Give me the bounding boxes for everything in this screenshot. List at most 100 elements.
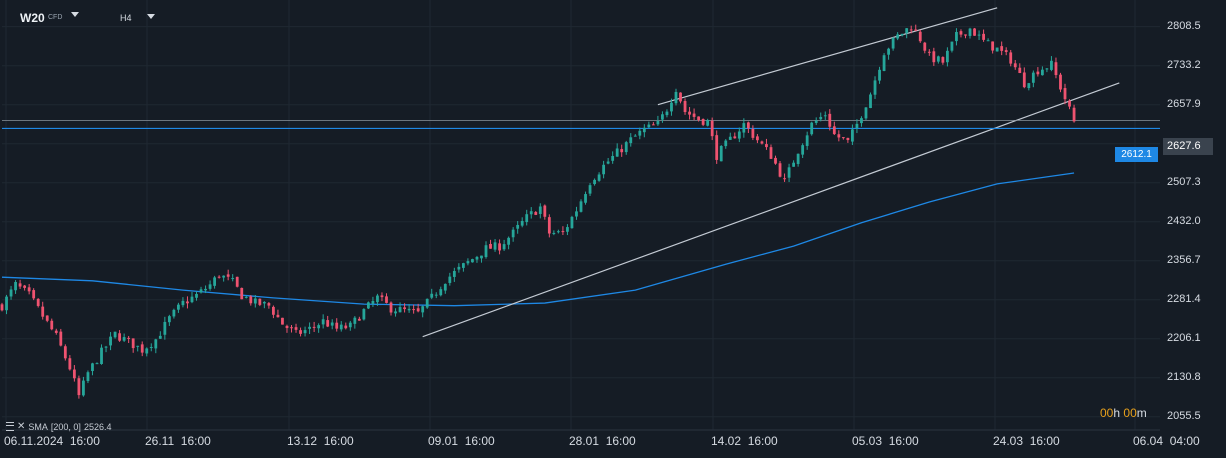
candle (516, 221, 520, 234)
candle (1009, 49, 1013, 67)
candle-body (335, 322, 339, 329)
candle-body (860, 118, 863, 124)
candle (602, 160, 606, 179)
candle (448, 272, 452, 286)
candle (1072, 104, 1076, 123)
candle (240, 287, 244, 300)
candle-body (163, 321, 167, 335)
candle-body (41, 306, 45, 317)
candle (326, 315, 330, 328)
candle-body (995, 47, 999, 52)
candle (452, 267, 456, 282)
timeframe-dropdown-chevron-icon[interactable] (147, 14, 155, 19)
candle (407, 304, 411, 313)
candle-body (955, 31, 958, 42)
trendline-layer (422, 7, 1120, 338)
candle (891, 37, 895, 51)
candle-body (973, 28, 976, 36)
candle-body (882, 55, 886, 71)
candle-body (914, 29, 918, 31)
candle (380, 292, 384, 302)
candle (299, 327, 302, 337)
candle (760, 140, 764, 145)
candle (276, 309, 280, 318)
candle-body (724, 140, 728, 147)
candle (647, 121, 651, 129)
candle (955, 28, 958, 46)
candle-body (1072, 107, 1076, 122)
current-price-tag: 2627.6 (1163, 138, 1213, 155)
timeframe-selector[interactable]: H4 (120, 13, 132, 23)
candle (82, 376, 85, 397)
candle-body (77, 378, 81, 396)
candle (14, 280, 17, 294)
symbol-dropdown-chevron-icon[interactable] (71, 12, 79, 17)
candle-body (715, 135, 719, 160)
indicator-label[interactable]: SMA (28, 421, 48, 432)
candle (362, 308, 366, 321)
candle (385, 293, 388, 304)
candle-body (371, 301, 375, 304)
candle (561, 226, 565, 236)
candle (136, 345, 140, 352)
candle (774, 155, 777, 165)
candle-body (149, 346, 153, 348)
candle (620, 144, 624, 157)
indicator-remove-close-icon[interactable]: ✕ (17, 421, 26, 432)
candle-body (59, 331, 63, 346)
candle-body (661, 114, 664, 120)
candle (724, 139, 728, 149)
candle (656, 115, 660, 126)
candle-body (1059, 74, 1062, 90)
candle-body (344, 325, 348, 329)
candle (1059, 72, 1062, 93)
candle (520, 217, 524, 228)
symbol-name[interactable]: W20 (20, 11, 45, 25)
candle (769, 144, 773, 159)
candle (751, 125, 755, 141)
candle-body (832, 126, 836, 135)
candle (63, 344, 67, 361)
candle (366, 301, 370, 310)
candle (801, 143, 805, 159)
candle (597, 172, 601, 182)
candle (814, 117, 818, 126)
candle (412, 304, 416, 314)
price-tick-label: 2507.3 (1167, 175, 1201, 188)
candle-body (262, 301, 266, 304)
candle-body (231, 278, 235, 280)
candle-body (787, 167, 791, 178)
candle-body (674, 91, 678, 104)
candle-body (756, 136, 759, 141)
candle (231, 274, 235, 282)
time-tick-label: 13.12 16:00 (287, 434, 354, 448)
price-tick-label: 2808.5 (1167, 19, 1201, 32)
candle (140, 341, 144, 357)
candle (828, 109, 832, 131)
candle-body (502, 244, 506, 250)
candle-body (991, 41, 995, 51)
candle (959, 29, 963, 38)
horizontal-line-price-tag[interactable]: 2612.1 (1115, 147, 1158, 162)
candle (968, 27, 972, 39)
candle-body (118, 333, 122, 341)
price-tick-label: 2281.4 (1167, 292, 1201, 305)
candle-body (706, 120, 710, 126)
candle-body (552, 232, 556, 234)
candle (267, 302, 271, 309)
candle (778, 160, 782, 178)
candle (484, 241, 488, 259)
candle (905, 28, 909, 39)
candle-body (366, 302, 370, 309)
candle (253, 294, 257, 308)
candle (697, 116, 701, 122)
candle (199, 286, 203, 294)
candle-body (498, 243, 501, 251)
candle (335, 318, 339, 332)
candle (258, 298, 262, 307)
candle (819, 112, 823, 122)
candle (181, 297, 185, 308)
indicator-settings-icon[interactable] (6, 422, 14, 431)
candle-body (1009, 52, 1013, 64)
